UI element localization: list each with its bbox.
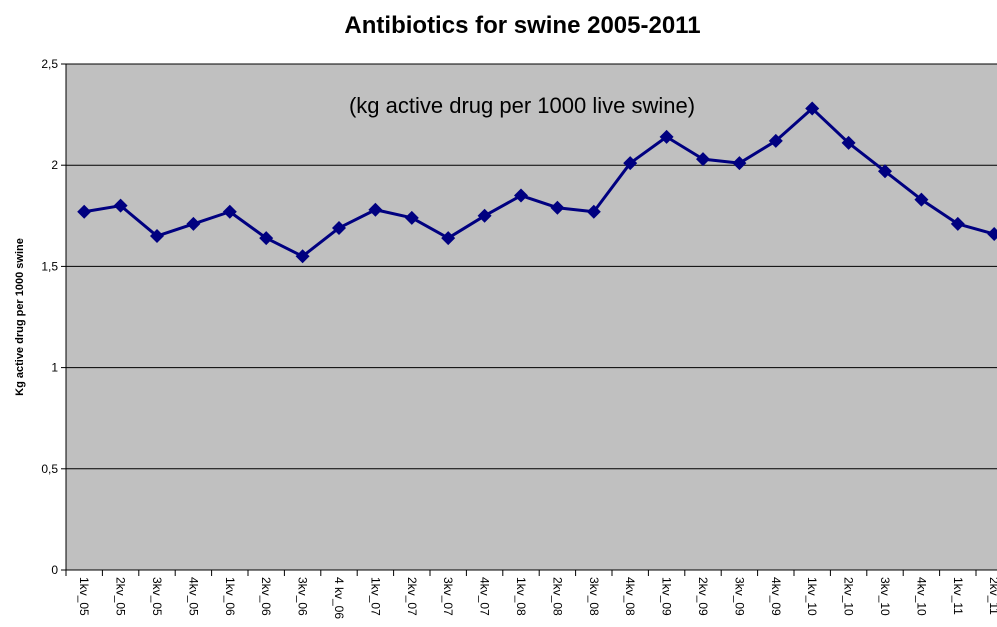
data-point — [586, 204, 601, 219]
x-tick-label: 4kv_07 — [478, 577, 492, 616]
y-tick-label: 2,5 — [41, 57, 58, 71]
x-tick-label: 4kv_08 — [623, 577, 637, 616]
data-point — [113, 198, 128, 213]
data-point — [696, 152, 710, 167]
y-tick-label: 1,5 — [41, 259, 58, 273]
data-point — [368, 202, 383, 217]
data-point — [732, 156, 747, 171]
y-tick-label: 1 — [51, 361, 58, 375]
series-line — [83, 107, 995, 258]
y-tick-label: 2 — [51, 158, 58, 172]
data-point — [878, 164, 892, 179]
gridlines — [66, 63, 997, 470]
data-point — [950, 216, 965, 231]
x-tick-label: 2kv_09 — [696, 577, 710, 616]
x-tick-label: 2kv_05 — [114, 577, 128, 616]
data-point — [477, 208, 492, 223]
data-point — [332, 220, 346, 235]
series — [77, 101, 997, 264]
data-point — [550, 200, 565, 215]
data-point — [768, 133, 783, 148]
x-tick-label: 4kv_10 — [914, 577, 928, 616]
data-point — [404, 210, 419, 225]
x-tick-label: 3kv_07 — [441, 577, 455, 616]
x-tick-label: 2kv_07 — [405, 577, 419, 616]
x-tick-label: 1kv_09 — [660, 577, 674, 616]
x-tick-label: 4kv_05 — [186, 577, 200, 616]
data-point — [150, 229, 164, 244]
data-point — [77, 204, 92, 219]
y-axis-label: Kg active drug per 1000 swine — [14, 238, 26, 396]
axes: 0 0,5 1 1,5 2 2,5 1kv_05 2kv_05 3kv_05 4kv_05 1kv_… — [41, 57, 997, 619]
data-point — [514, 188, 528, 203]
x-tick-label: 1kv_07 — [368, 577, 382, 616]
x-tick-label: 4kv_09 — [769, 577, 783, 616]
x-tick-label: 4 kv_06 — [332, 577, 346, 619]
chart-title: Antibiotics for swine 2005-2011 — [344, 12, 701, 39]
x-tick-label: 2kv_06 — [259, 577, 273, 616]
data-point — [623, 156, 638, 171]
data-point — [914, 192, 929, 207]
x-tick-label: 3kv_10 — [878, 577, 892, 616]
x-tick-label: 1kv_11 — [951, 577, 965, 615]
plot-area — [66, 64, 997, 570]
data-point — [295, 249, 310, 264]
x-tick-label: 3kv_06 — [296, 577, 310, 616]
data-point — [987, 227, 997, 242]
x-tick-label: 2kv_10 — [842, 577, 856, 616]
data-point — [222, 204, 237, 219]
x-tick-label: 3kv_08 — [587, 577, 601, 616]
data-point — [805, 101, 820, 116]
data-point — [186, 216, 201, 231]
data-point — [441, 231, 456, 246]
data-point — [659, 129, 674, 144]
x-tick-label: 1kv_08 — [514, 577, 528, 616]
y-tick-label: 0,5 — [41, 462, 58, 476]
data-point — [841, 135, 856, 150]
x-tick-label: 2kv_08 — [550, 577, 564, 616]
chart-annotation: (kg active drug per 1000 live swine) — [349, 93, 695, 118]
x-tick-label: 2kv_11 — [987, 577, 997, 615]
x-tick-label: 3kv_09 — [732, 577, 746, 616]
y-tick-label: 0 — [51, 563, 58, 577]
x-tick-label: 1kv_05 — [77, 577, 91, 616]
x-tick-label: 1kv_10 — [805, 577, 819, 616]
x-tick-label: 1kv_06 — [223, 577, 237, 616]
x-tick-label: 3kv_05 — [150, 577, 164, 616]
data-point — [259, 231, 274, 246]
